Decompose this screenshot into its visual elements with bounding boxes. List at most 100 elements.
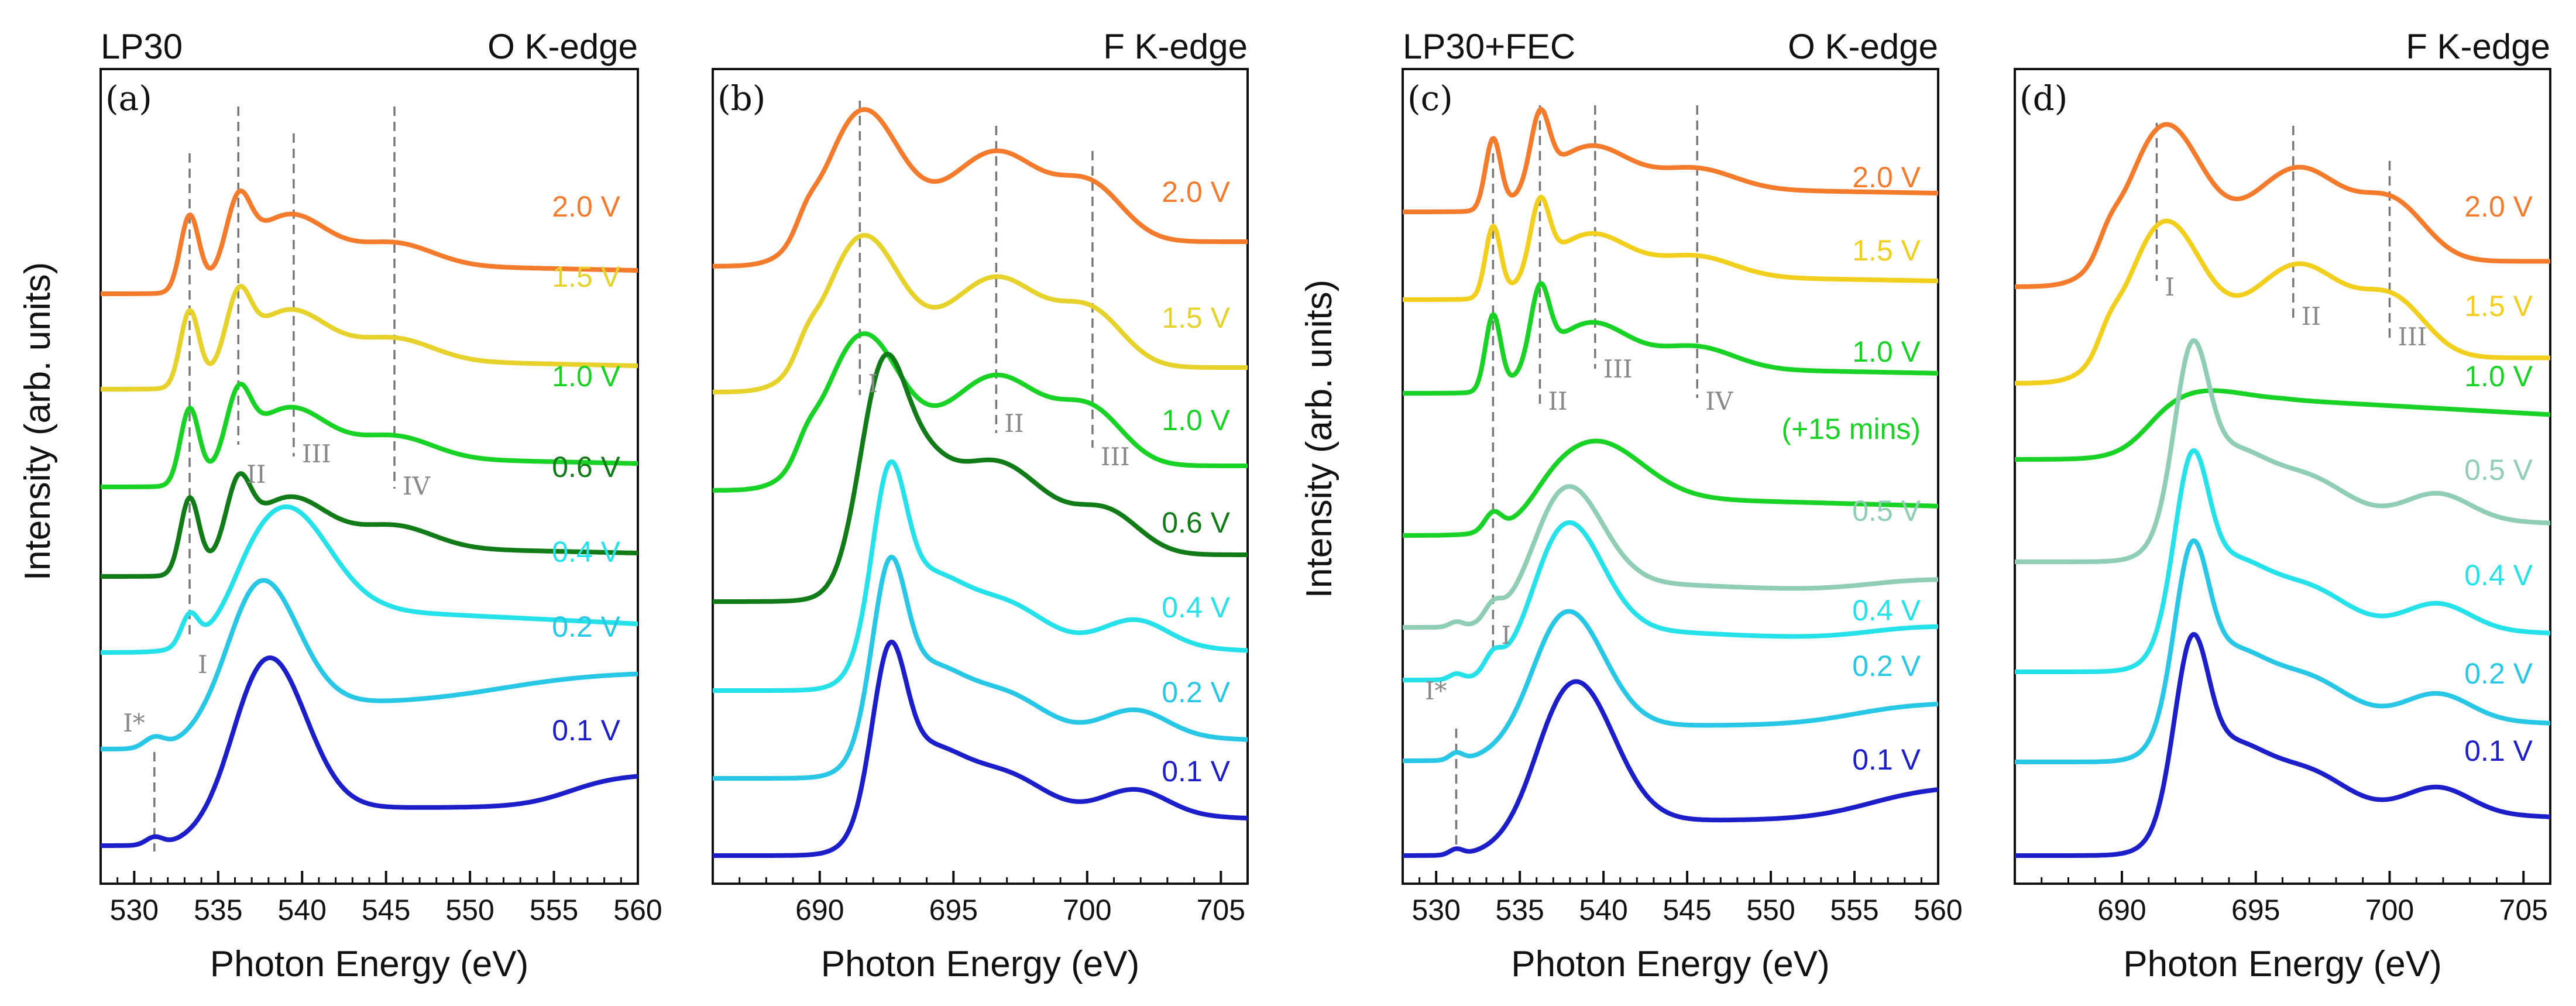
series-line-2_0V [101,188,638,296]
series-line-2_0V [2015,122,2550,289]
series-line-0_1V [1403,679,1938,858]
series-line-0_5V [2015,338,2550,564]
series-line-0_1V [101,655,638,848]
x-tick-label: 560 [1914,894,1962,926]
peak-marker-label: I* [123,709,145,737]
series-label: 0.2 V [552,610,620,643]
x-tick-label: 545 [1663,894,1711,926]
panel-a: LP30 O K-edge (a) 530 535 540 545 550 555 560 Phot… [99,27,662,984]
panel-title-right: O K-edge [1788,27,1938,66]
peak-marker-label: III [2398,322,2427,351]
series-label: 1.0 V [2464,360,2533,393]
series-line-0_2V [101,578,638,751]
peak-marker-label: I [868,369,878,398]
series-label: (+15 mins) [1781,413,1921,445]
panel-title-right: O K-edge [487,27,638,66]
x-tick-label: 550 [1746,894,1795,926]
peak-marker-label: II [246,460,266,489]
series-label: 0.5 V [1852,495,1921,527]
panel-title-left: LP30+FEC [1403,27,1575,66]
peak-marker-label: III [302,440,331,468]
peak-marker-label: IV [1705,387,1733,416]
series-line-0_2V [1403,609,1938,763]
panel-b: F K-edge (b) 690 695 700 705 Photon Energy (eV… [712,27,1249,984]
x-tick-label: 700 [2365,894,2414,926]
series-label: 2.0 V [2464,190,2533,223]
x-tick-label: 555 [530,894,578,926]
series-line-1_5V [1403,194,1938,302]
panel-title-right: F K-edge [1103,27,1248,66]
peak-marker-label: II [1004,409,1023,438]
panel-letter: (a) [105,78,152,118]
x-tick-label: 550 [445,894,494,926]
series-line-1_0V [2015,388,2550,462]
series-line-15mins [1403,438,1938,538]
series-line-0_6V [101,471,638,579]
series-line-1_0V [1403,281,1938,396]
series-line-0_1V [2015,631,2550,858]
x-axis-label: Photon Energy (eV) [2123,944,2442,984]
x-tick-label: 530 [1411,894,1460,926]
x-tick-label: 530 [110,894,159,926]
panel-d: F K-edge (d) 690 695 700 705 Photon Energy (eV… [2014,27,2551,984]
x-tick-label: 545 [362,894,410,926]
series-label: 1.5 V [552,260,620,293]
series-label: 0.6 V [1162,506,1230,539]
series-label: 0.2 V [2464,657,2533,690]
y-axis-label-left: Intensity (arb. units) [18,262,58,581]
series-label: 0.4 V [1852,594,1921,627]
peak-marker-label: II [1548,387,1567,416]
x-axis-label: Photon Energy (eV) [210,944,529,984]
peak-marker-label: I [198,650,208,679]
series-label: 0.5 V [2464,454,2533,486]
x-tick-label: 560 [613,894,662,926]
series-label: 0.1 V [552,714,620,747]
series-label: 0.1 V [2464,734,2533,767]
panel-letter: (b) [717,78,765,118]
series-label: 2.0 V [1852,161,1921,194]
x-axis-label: Photon Energy (eV) [821,944,1140,984]
series-label: 0.2 V [1852,650,1921,682]
peak-marker-label: III [1603,355,1633,383]
peak-marker-label: I* [1425,677,1447,705]
series-line-0_4V [1403,520,1938,682]
series-line-0_4V [713,459,1248,693]
peak-marker-label: I [2165,273,2175,301]
panel-letter: (d) [2019,78,2067,118]
x-tick-label: 695 [929,894,978,926]
panel-letter: (c) [1407,78,1453,118]
x-axis-label: Photon Energy (eV) [1511,944,1830,984]
series-label: 1.0 V [1852,335,1921,368]
panel-title-right: F K-edge [2406,27,2550,66]
peak-marker-label: IV [403,472,431,500]
series-label: 1.0 V [552,360,620,393]
series-line-0_1V [713,640,1248,858]
series-label: 0.4 V [2464,559,2533,592]
panel-c: LP30+FEC O K-edge (c) 530 535 540 545 550 555 560… [1402,27,1963,984]
panel-title-left: LP30 [101,27,183,66]
series-label: 0.1 V [1852,743,1921,776]
x-tick-label: 705 [2499,894,2548,926]
series-line-1_5V [101,284,638,392]
x-tick-label: 700 [1063,894,1111,926]
series-line-0_6V [713,352,1248,604]
series-label: 1.5 V [1162,301,1230,334]
series-label: 0.1 V [1162,755,1230,788]
series-line-1_5V [2015,218,2550,386]
x-tick-label: 690 [2097,894,2146,926]
x-tick-label: 695 [2231,894,2280,926]
series-line-0_4V [101,504,638,655]
series-line-1_5V [713,233,1248,394]
series-label: 0.4 V [552,535,620,568]
y-axis-label-right: Intensity (arb. units) [1299,280,1339,598]
series-line-2_0V [1403,107,1938,214]
series-label: 0.6 V [552,451,620,483]
series-line-0_2V [713,554,1248,781]
peak-marker-label: I [1501,621,1511,650]
x-tick-label: 535 [194,894,242,926]
peak-marker-label: III [1101,442,1130,471]
series-label: 2.0 V [552,190,620,223]
series-label: 0.2 V [1162,676,1230,709]
series-label: 1.0 V [1162,404,1230,437]
